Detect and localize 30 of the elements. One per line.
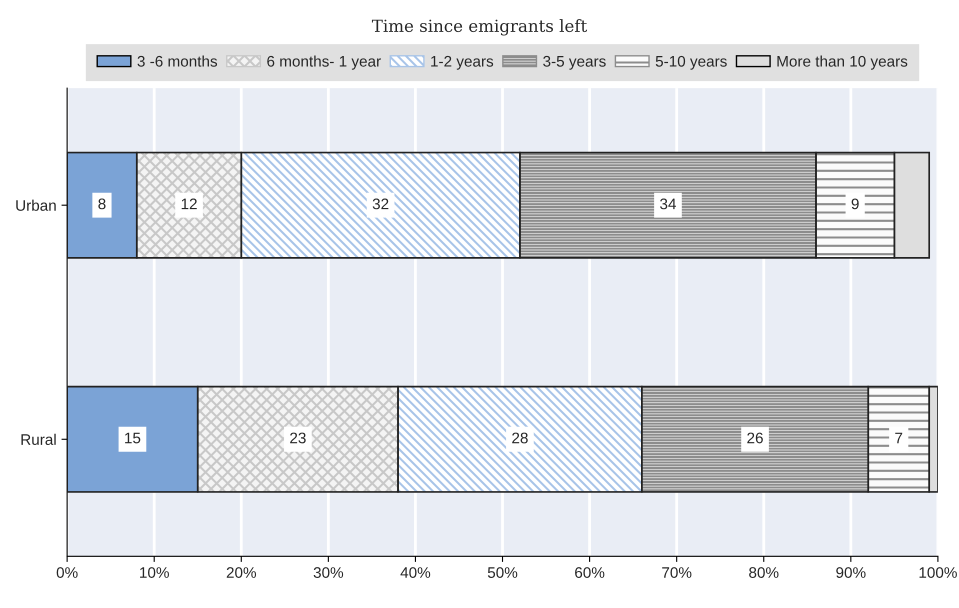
y-tick-label: Urban [16, 200, 56, 211]
x-tick-label: 0% [56, 567, 78, 578]
x-tick-label: 70% [662, 567, 692, 578]
x-tick-label: 10% [140, 567, 169, 578]
data-label: 28 [512, 432, 528, 444]
legend-label: 6 months- 1 year [267, 55, 381, 70]
y-tick-label: Rural [21, 434, 56, 445]
data-label: 23 [290, 432, 306, 444]
legend-label: 3-5 years [543, 56, 606, 70]
data-label: 34 [660, 198, 676, 210]
chart-title: Time since emigrants left [372, 19, 588, 36]
legend-label: 1-2 years [431, 56, 494, 70]
data-label: 9 [852, 198, 859, 210]
x-tick-label: 50% [488, 567, 518, 578]
legend-label: 5-10 years [656, 56, 727, 70]
x-tick-label: 20% [226, 567, 256, 578]
data-label: 32 [372, 198, 388, 210]
data-label: 12 [182, 198, 197, 210]
x-tick-label: 90% [836, 567, 866, 578]
data-label: 7 [895, 432, 902, 444]
x-tick-label: 100% [920, 567, 957, 578]
data-label: 26 [747, 432, 763, 444]
data-label: 8 [98, 198, 106, 210]
legend-label: 3 -6 months [138, 55, 218, 67]
data-label: 15 [125, 432, 140, 444]
x-tick-label: 60% [575, 567, 604, 578]
x-tick-label: 80% [749, 567, 778, 578]
legend-label: More than 10 years [777, 55, 908, 70]
x-tick-label: 30% [314, 567, 344, 578]
x-tick-label: 40% [400, 567, 430, 578]
